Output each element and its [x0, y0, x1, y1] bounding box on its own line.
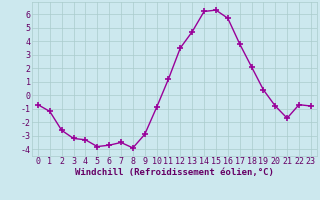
X-axis label: Windchill (Refroidissement éolien,°C): Windchill (Refroidissement éolien,°C) — [75, 168, 274, 177]
